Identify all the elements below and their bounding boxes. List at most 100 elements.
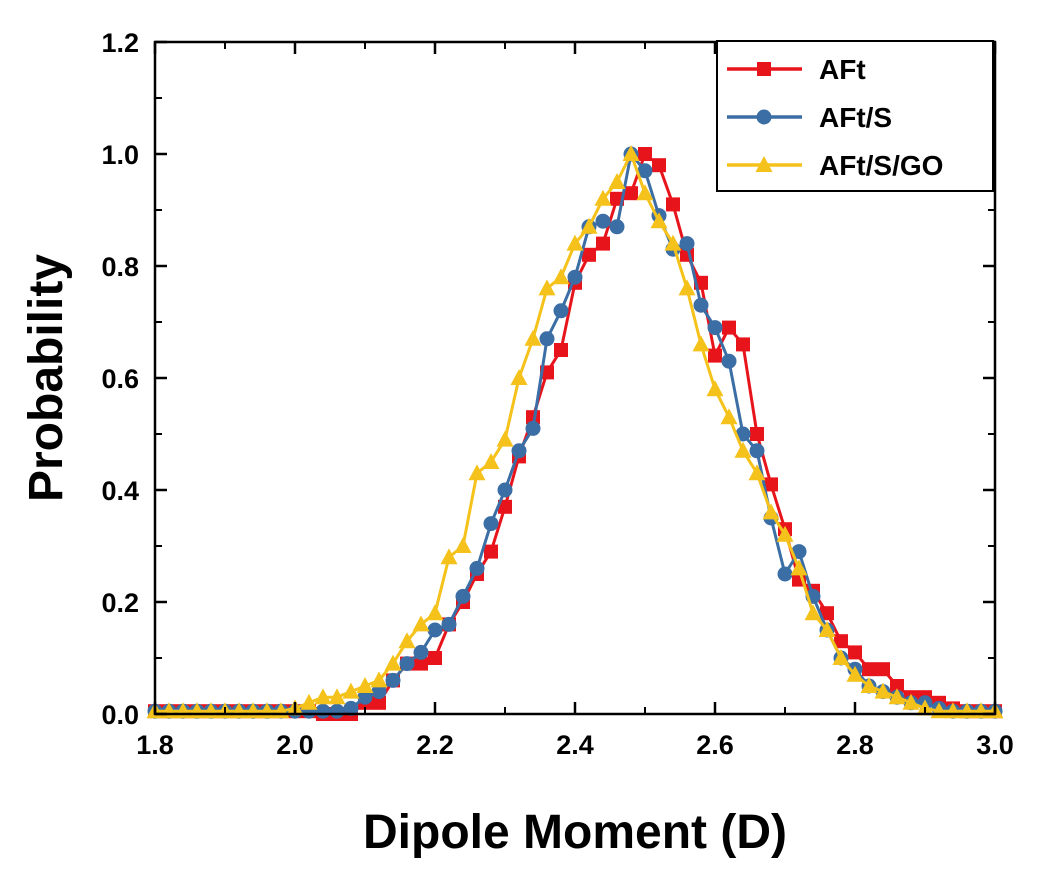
- data-point: [314, 688, 332, 705]
- data-point: [455, 588, 471, 604]
- x-tick-label: 2.6: [696, 730, 734, 760]
- legend-item: AFt: [727, 54, 866, 85]
- data-point: [441, 616, 457, 632]
- data-point: [510, 369, 528, 385]
- data-point: [484, 544, 498, 559]
- data-point: [566, 234, 584, 251]
- legend-marker: [757, 62, 771, 76]
- data-point: [679, 236, 695, 252]
- series-aft-s: [147, 146, 1003, 719]
- y-tick-label: 0.0: [101, 700, 139, 730]
- x-tick-label: 2.4: [556, 730, 594, 760]
- data-point: [624, 186, 638, 201]
- x-tick-label: 1.8: [136, 730, 174, 760]
- data-point: [735, 426, 751, 442]
- data-point: [722, 320, 736, 335]
- x-tick-label: 3.0: [976, 730, 1014, 760]
- data-point: [594, 189, 612, 206]
- data-point: [356, 677, 374, 693]
- data-point: [370, 671, 388, 688]
- x-axis-title: Dipole Moment (D): [363, 806, 787, 859]
- data-point: [666, 197, 680, 212]
- data-point: [343, 700, 359, 716]
- data-point: [553, 303, 569, 319]
- y-tick-label: 0.2: [101, 588, 139, 618]
- data-point: [707, 320, 723, 336]
- data-point: [650, 212, 668, 229]
- data-point: [764, 477, 778, 492]
- legend: AFt AFt/S AFt/S/GO: [716, 40, 994, 192]
- data-point: [357, 689, 373, 705]
- legend-item: AFt/S: [727, 102, 892, 133]
- data-point: [860, 677, 878, 693]
- data-point: [538, 279, 556, 296]
- series-aft-s-go: [146, 145, 1004, 719]
- x-tick-label: 2.2: [416, 730, 454, 760]
- data-point: [371, 684, 387, 700]
- y-axis-title: Probability: [20, 254, 73, 502]
- data-point: [636, 184, 654, 201]
- data-point: [748, 464, 766, 481]
- data-point: [776, 525, 794, 542]
- data-point: [750, 427, 764, 441]
- data-point: [888, 688, 906, 705]
- data-point: [498, 499, 512, 514]
- data-point: [482, 453, 500, 469]
- data-point: [552, 268, 570, 285]
- data-point: [524, 329, 542, 346]
- data-point: [721, 353, 737, 369]
- data-point: [790, 559, 808, 576]
- data-point: [582, 247, 596, 262]
- data-point: [398, 632, 416, 649]
- data-point: [413, 644, 429, 660]
- data-point: [874, 682, 892, 699]
- data-point: [426, 604, 444, 621]
- data-point: [440, 548, 458, 565]
- data-point: [468, 464, 486, 481]
- y-tick-label: 0.6: [101, 364, 139, 394]
- data-point: [846, 665, 864, 682]
- data-point: [791, 544, 807, 560]
- data-point: [736, 337, 750, 352]
- data-point: [637, 163, 653, 179]
- data-point: [692, 335, 710, 352]
- data-point: [832, 649, 850, 665]
- data-point: [469, 560, 485, 576]
- data-point: [596, 236, 610, 251]
- x-tick-label: 2.8: [836, 730, 874, 760]
- data-point: [580, 217, 598, 234]
- data-point: [848, 645, 862, 660]
- data-point: [706, 380, 724, 397]
- data-point: [862, 662, 876, 677]
- data-point: [525, 420, 541, 436]
- data-point: [762, 503, 780, 520]
- data-point: [777, 566, 793, 582]
- data-point: [412, 615, 430, 632]
- x-tick-label: 2.0: [276, 730, 314, 760]
- data-point: [608, 173, 626, 189]
- legend-label: AFt/S: [819, 102, 892, 133]
- data-point: [384, 654, 402, 671]
- data-point: [595, 213, 611, 229]
- data-point: [749, 443, 765, 459]
- data-point: [820, 606, 834, 621]
- data-point: [300, 693, 318, 710]
- data-point: [678, 279, 696, 296]
- legend-marker: [755, 156, 773, 172]
- data-point: [385, 672, 401, 688]
- data-point: [804, 604, 822, 621]
- data-point: [539, 331, 555, 347]
- y-tick-label: 1.0: [101, 140, 139, 170]
- data-point: [567, 269, 583, 285]
- data-point: [834, 634, 848, 649]
- data-point: [496, 430, 514, 447]
- data-point: [554, 343, 568, 357]
- data-point: [902, 693, 920, 710]
- data-point: [890, 679, 904, 693]
- y-tick-label: 1.2: [101, 28, 139, 58]
- data-point: [664, 234, 682, 251]
- data-point: [414, 656, 428, 671]
- series-layer: [146, 145, 1004, 721]
- data-point: [622, 145, 640, 161]
